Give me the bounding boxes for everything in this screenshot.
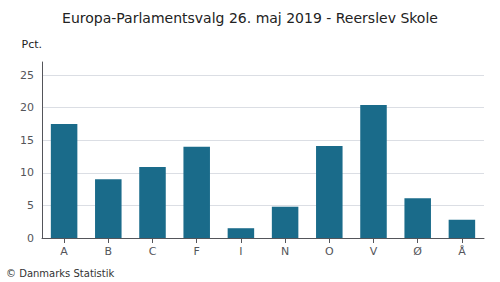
svg-text:10: 10	[20, 166, 34, 179]
svg-text:N: N	[281, 245, 289, 258]
svg-text:O: O	[325, 245, 334, 258]
svg-text:B: B	[105, 245, 113, 258]
svg-text:15: 15	[20, 134, 34, 147]
svg-text:Å: Å	[458, 245, 466, 258]
svg-text:Pct.: Pct.	[22, 38, 43, 51]
svg-text:25: 25	[20, 69, 34, 82]
svg-text:C: C	[149, 245, 157, 258]
svg-text:V: V	[370, 245, 378, 258]
svg-text:Europa-Parlamentsvalg 26. maj: Europa-Parlamentsvalg 26. maj 2019 - Ree…	[62, 10, 438, 26]
svg-text:A: A	[60, 245, 68, 258]
svg-text:5: 5	[27, 199, 34, 212]
svg-text:© Danmarks Statistik: © Danmarks Statistik	[6, 268, 115, 279]
svg-text:0: 0	[27, 232, 34, 245]
svg-text:I: I	[239, 245, 242, 258]
svg-text:F: F	[194, 245, 200, 258]
svg-text:Ø: Ø	[413, 245, 422, 258]
svg-text:20: 20	[20, 101, 34, 114]
